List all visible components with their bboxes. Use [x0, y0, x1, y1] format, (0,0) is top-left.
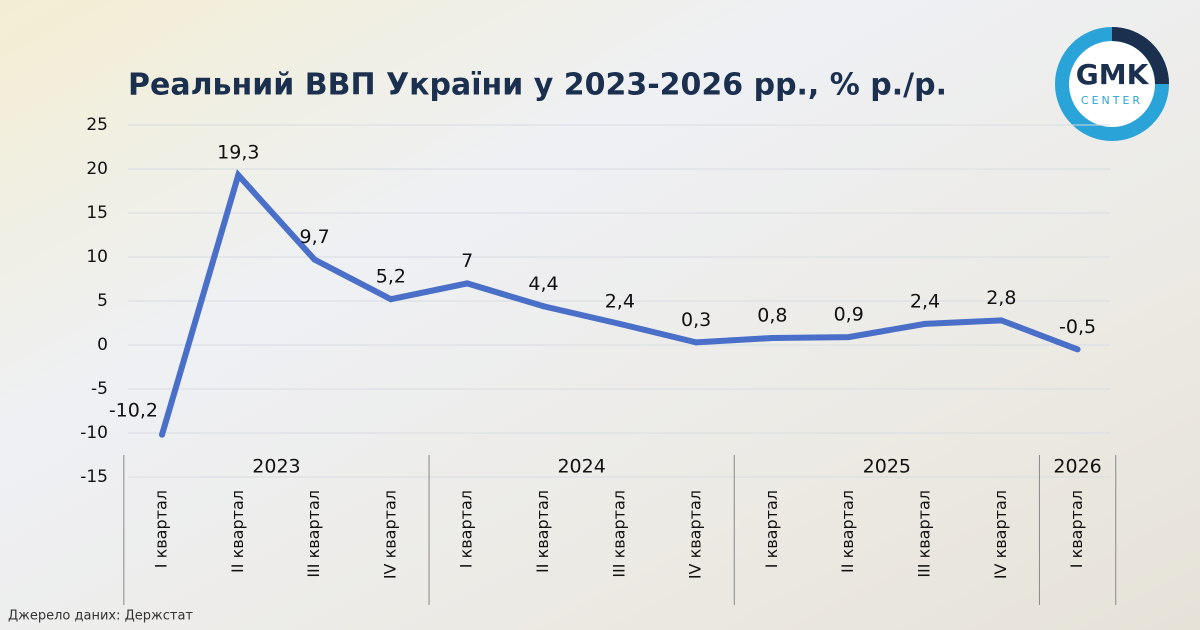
y-tick-label: 20 — [86, 159, 108, 179]
x-tick-label: I квартал — [762, 490, 781, 568]
data-label: 7 — [461, 250, 473, 272]
data-label: 0,3 — [681, 309, 711, 331]
data-label: 19,3 — [217, 142, 259, 164]
data-point — [922, 320, 928, 327]
data-label: 5,2 — [376, 266, 406, 288]
x-tick-label: III квартал — [304, 490, 323, 578]
data-point — [693, 339, 700, 346]
data-point — [769, 334, 776, 341]
data-label: 2,4 — [605, 290, 635, 312]
data-point — [235, 172, 242, 179]
data-point — [998, 317, 1005, 324]
data-point — [1074, 346, 1081, 353]
y-tick-label: 25 — [86, 115, 108, 135]
x-tick-label: III квартал — [915, 490, 934, 578]
y-tick-label: 10 — [86, 247, 108, 267]
y-tick-label: -10 — [80, 423, 108, 443]
data-label: 0,8 — [757, 304, 787, 326]
x-tick-label: IV квартал — [380, 490, 399, 579]
y-tick-label: -15 — [80, 467, 108, 487]
data-point — [845, 334, 852, 341]
chart-title: Реальний ВВП України у 2023-2026 рр., % … — [128, 68, 947, 103]
x-tick-label: I квартал — [152, 490, 171, 568]
data-point — [387, 296, 394, 303]
x-tick-label: III квартал — [609, 490, 628, 578]
x-tick-label: II квартал — [533, 490, 552, 573]
group-label: 2026 — [1053, 456, 1101, 478]
x-tick-label: I квартал — [1067, 490, 1086, 568]
y-tick-label: 5 — [97, 291, 108, 311]
y-tick-label: 15 — [86, 203, 108, 223]
data-label: -0,5 — [1059, 316, 1096, 338]
data-point — [311, 256, 318, 263]
x-tick-label: IV квартал — [686, 490, 705, 579]
data-point — [540, 303, 547, 310]
x-tick-label: II квартал — [838, 490, 857, 573]
x-tick-label: I квартал — [457, 490, 476, 568]
group-label: 2025 — [863, 456, 911, 478]
logo-arc — [1111, 27, 1169, 85]
data-label: 2,8 — [986, 287, 1016, 309]
x-tick-label: II квартал — [228, 490, 247, 573]
data-label: -10,2 — [109, 399, 158, 421]
source-note: Джерело даних: Держстат — [8, 609, 193, 624]
data-label: 2,4 — [910, 290, 940, 312]
data-label: 9,7 — [299, 226, 329, 248]
data-point — [616, 320, 623, 327]
x-tick-label: IV квартал — [991, 490, 1010, 579]
logo-text: GMK — [1076, 58, 1150, 91]
data-label: 4,4 — [528, 273, 558, 295]
group-label: 2024 — [557, 456, 605, 478]
data-label: 0,9 — [834, 304, 864, 326]
data-point — [464, 280, 471, 287]
y-tick-label: -5 — [91, 379, 108, 399]
data-point — [159, 431, 165, 438]
logo-subtext: CENTER — [1081, 94, 1143, 107]
group-label: 2023 — [252, 456, 300, 478]
logo: GMK CENTER — [1055, 27, 1169, 141]
y-tick-label: 0 — [97, 335, 108, 355]
